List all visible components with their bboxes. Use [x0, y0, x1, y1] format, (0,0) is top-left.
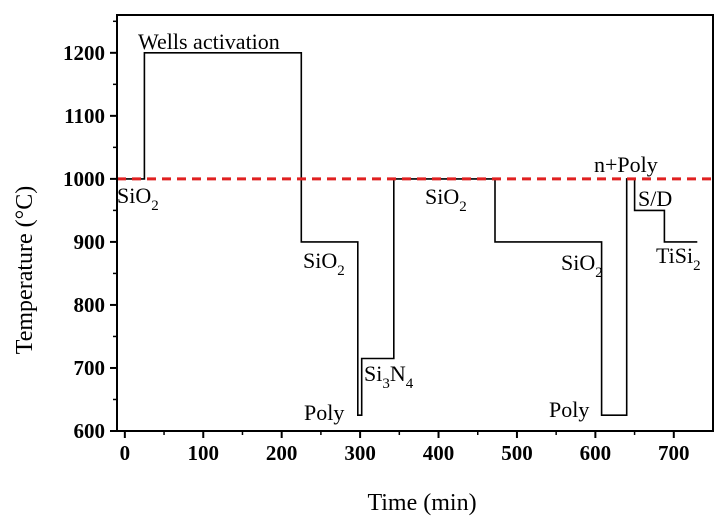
- x-tick-label: 500: [501, 441, 533, 465]
- x-tick-label: 700: [658, 441, 690, 465]
- y-tick-label: 1000: [63, 167, 105, 191]
- x-tick-label: 300: [344, 441, 376, 465]
- y-tick-label: 900: [74, 230, 106, 254]
- annotation-poly-2: Poly: [549, 397, 589, 422]
- x-tick-label: 400: [423, 441, 455, 465]
- annotation-sio2-4: SiO2: [561, 250, 603, 281]
- annotation-sio2-1: SiO2: [117, 183, 159, 214]
- y-tick-label: 1100: [64, 104, 105, 128]
- y-tick-label: 800: [74, 293, 106, 317]
- plot-frame: [116, 14, 714, 432]
- annotation-tisi2: TiSi2: [656, 243, 701, 274]
- annotation-nplus-poly: n+Poly: [594, 152, 658, 177]
- annotation-poly-1: Poly: [304, 400, 344, 425]
- x-tick-label: 100: [188, 441, 220, 465]
- y-tick-label: 700: [74, 356, 106, 380]
- x-axis-title: Time (min): [367, 490, 476, 516]
- y-axis-title: Temperature (°C): [12, 186, 38, 355]
- x-tick-label: 600: [580, 441, 612, 465]
- y-tick-label: 1200: [63, 41, 105, 65]
- annotation-si3n4: Si3N4: [364, 361, 414, 392]
- annotation-sio2-3: SiO2: [425, 184, 467, 215]
- x-tick-label: 200: [266, 441, 298, 465]
- annotation-wells: Wells activation: [138, 29, 280, 54]
- y-tick-label: 600: [74, 419, 106, 443]
- x-tick-label: 0: [120, 441, 131, 465]
- temperature-profile-line: [124, 51, 698, 417]
- annotation-sio2-2: SiO2: [303, 248, 345, 279]
- annotation-sd: S/D: [638, 186, 672, 211]
